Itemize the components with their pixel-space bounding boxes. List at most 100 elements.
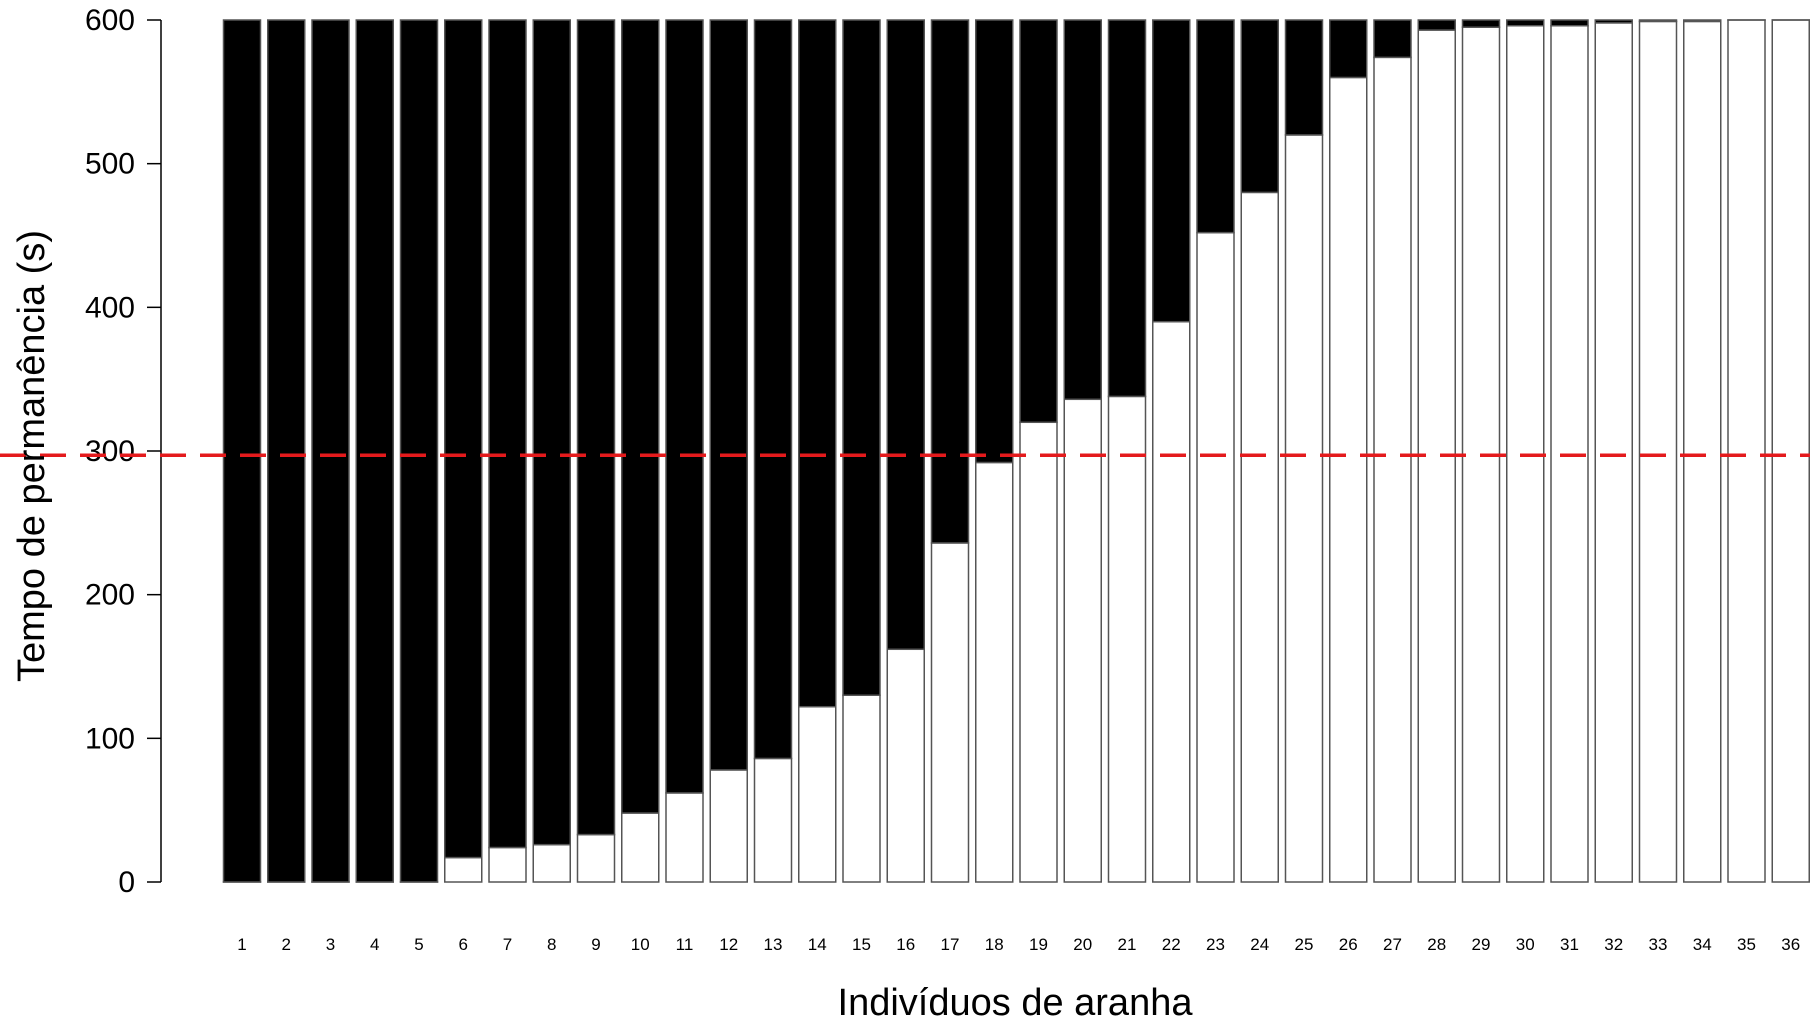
bar-segment-15-0 bbox=[842, 694, 881, 883]
bar-segment-27-1 bbox=[1373, 19, 1412, 59]
x-tick-label: 9 bbox=[591, 935, 600, 954]
y-axis: 0 100 200 300 400 500 600 bbox=[85, 4, 162, 899]
y-tick-label: 500 bbox=[85, 148, 135, 181]
bar-segment-9-0 bbox=[576, 833, 616, 883]
y-tick-label: 200 bbox=[85, 579, 135, 612]
bar-segment-33-0 bbox=[1638, 20, 1678, 883]
bar-segment-7-0 bbox=[488, 846, 527, 883]
bar-segment-17-0 bbox=[930, 542, 970, 883]
bar-segment-12-0 bbox=[709, 769, 748, 883]
y-tick-label: 600 bbox=[85, 4, 135, 37]
y-axis-title: Tempo de permanência (s) bbox=[11, 230, 53, 682]
bar-segment-14-0 bbox=[798, 705, 837, 883]
bar-segment-26-1 bbox=[1329, 19, 1368, 79]
x-tick-label: 1 bbox=[237, 935, 246, 954]
bar-segment-20-0 bbox=[1063, 398, 1102, 883]
x-tick-label: 26 bbox=[1339, 935, 1358, 954]
x-tick-label: 15 bbox=[852, 935, 871, 954]
x-tick-label: 23 bbox=[1206, 935, 1225, 954]
bar-segment-6-1 bbox=[444, 19, 483, 859]
bar-segment-25-0 bbox=[1284, 134, 1324, 883]
x-tick-label: 21 bbox=[1118, 935, 1137, 954]
bar-segment-14-1 bbox=[798, 19, 837, 708]
x-tick-label: 8 bbox=[547, 935, 556, 954]
bar-segment-13-1 bbox=[753, 19, 793, 760]
bar-segment-35-0 bbox=[1727, 19, 1766, 883]
y-tick-label: 400 bbox=[85, 291, 135, 324]
x-tick-label: 29 bbox=[1472, 935, 1491, 954]
bar-segment-16-0 bbox=[886, 648, 925, 883]
bar-segment-34-0 bbox=[1683, 20, 1722, 883]
x-tick-label: 13 bbox=[764, 935, 783, 954]
x-tick-label: 6 bbox=[459, 935, 468, 954]
bar-segment-3-1 bbox=[311, 19, 350, 883]
bar-segment-19-1 bbox=[1019, 19, 1058, 424]
bar-segment-32-1 bbox=[1594, 19, 1633, 24]
x-tick-label: 35 bbox=[1737, 935, 1756, 954]
bar-segment-18-0 bbox=[975, 461, 1014, 883]
bar-segment-22-0 bbox=[1152, 320, 1191, 883]
x-tick-label: 36 bbox=[1781, 935, 1800, 954]
y-tick-label: 300 bbox=[85, 435, 135, 468]
x-tick-label: 7 bbox=[503, 935, 512, 954]
bar-segment-25-1 bbox=[1284, 19, 1324, 136]
x-tick-label: 22 bbox=[1162, 935, 1181, 954]
bar-segment-10-0 bbox=[621, 812, 660, 883]
bar-segment-7-1 bbox=[488, 19, 527, 849]
bar-segment-2-1 bbox=[267, 19, 306, 883]
x-tick-label: 2 bbox=[282, 935, 291, 954]
bar-segment-8-1 bbox=[532, 19, 571, 846]
bar-segment-6-0 bbox=[444, 856, 483, 883]
bar-segment-26-0 bbox=[1329, 76, 1368, 883]
bar-segment-5-1 bbox=[399, 19, 439, 883]
bar-segment-23-1 bbox=[1196, 19, 1235, 234]
bar-segment-28-1 bbox=[1417, 19, 1456, 31]
y-tick-label: 100 bbox=[85, 722, 135, 755]
x-tick-label: 32 bbox=[1604, 935, 1623, 954]
x-tick-label: 10 bbox=[631, 935, 650, 954]
bar-segment-36-0 bbox=[1771, 19, 1810, 883]
x-tick-label: 16 bbox=[896, 935, 915, 954]
x-axis-title: Indivíduos de aranha bbox=[838, 982, 1194, 1024]
bar-segment-23-0 bbox=[1196, 231, 1235, 883]
bar-segment-15-1 bbox=[842, 19, 881, 696]
x-tick-label: 12 bbox=[719, 935, 738, 954]
x-tick-label: 27 bbox=[1383, 935, 1402, 954]
bar-segment-24-0 bbox=[1240, 191, 1279, 883]
bar-segment-11-1 bbox=[665, 19, 704, 794]
x-tick-label: 34 bbox=[1693, 935, 1712, 954]
bar-segment-33-1 bbox=[1638, 19, 1678, 23]
x-tick-label: 20 bbox=[1073, 935, 1092, 954]
bar-segment-9-1 bbox=[576, 19, 616, 836]
bar-segment-24-1 bbox=[1240, 19, 1279, 194]
bar-segment-12-1 bbox=[709, 19, 748, 771]
bar-segment-30-1 bbox=[1506, 19, 1545, 27]
bar-segment-13-0 bbox=[753, 757, 793, 883]
x-tick-label: 33 bbox=[1649, 935, 1668, 954]
bars bbox=[222, 19, 1810, 883]
bar-segment-29-1 bbox=[1461, 19, 1501, 28]
bar-segment-32-0 bbox=[1594, 22, 1633, 883]
x-tick-label: 31 bbox=[1560, 935, 1579, 954]
x-tick-labels: 1 2 3 4 5 6 7 8 9 10 11 12 13 14 15 16 17 18 19 20 21 22 23 24 2… bbox=[237, 935, 1800, 954]
x-tick-label: 25 bbox=[1295, 935, 1314, 954]
x-tick-label: 4 bbox=[370, 935, 379, 954]
bar-segment-27-0 bbox=[1373, 56, 1412, 883]
bar-segment-17-1 bbox=[930, 19, 970, 544]
bar-segment-1-1 bbox=[222, 19, 262, 883]
bar-segment-16-1 bbox=[886, 19, 925, 651]
x-tick-label: 24 bbox=[1250, 935, 1269, 954]
x-tick-label: 14 bbox=[808, 935, 827, 954]
x-tick-label: 30 bbox=[1516, 935, 1535, 954]
bar-segment-19-0 bbox=[1019, 421, 1058, 883]
bar-segment-11-0 bbox=[665, 792, 704, 883]
bar-segment-21-0 bbox=[1107, 395, 1147, 883]
bar-segment-20-1 bbox=[1063, 19, 1102, 401]
x-tick-label: 5 bbox=[414, 935, 423, 954]
bar-segment-21-1 bbox=[1107, 19, 1147, 398]
bar-segment-8-0 bbox=[532, 843, 571, 883]
bar-segment-22-1 bbox=[1152, 19, 1191, 323]
x-tick-label: 19 bbox=[1029, 935, 1048, 954]
bar-segment-18-1 bbox=[975, 19, 1014, 464]
